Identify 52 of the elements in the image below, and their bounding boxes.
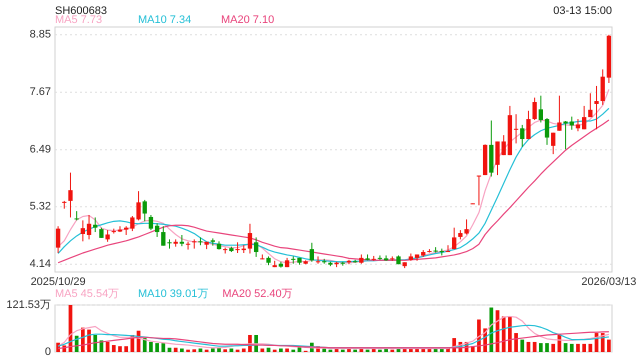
y-tick-label: 121.53万 [6,298,51,311]
bar [526,342,530,352]
text: MA5 7.73 [55,14,102,26]
bar [545,343,549,352]
bar [210,348,215,352]
y-tick-label: 7.67 [30,86,51,98]
y-tick-label: 5.32 [30,200,51,213]
bar [279,348,283,352]
text: MA20 52.40万 [222,288,293,300]
bar [576,344,580,352]
text: MA10 39.01万 [138,288,208,300]
text: 03-13 15:00 [553,5,612,17]
y-tick-label: 8.85 [30,28,51,41]
bar [68,305,72,352]
text: MA10 7.34 [138,14,192,26]
bar [607,340,611,352]
bar [118,346,122,352]
bar [242,348,246,352]
bar [266,348,270,352]
bar [588,344,592,352]
y-tick-label: 0 [44,346,51,358]
bar [538,343,543,352]
bar [532,342,536,352]
text: MA20 7.10 [221,14,274,26]
y-tick-label: 4.14 [30,258,51,270]
chart-title: SH600683 [55,5,107,17]
line-series [57,316,610,350]
bar [124,346,128,352]
x-tick-label: 2026/03/13 [581,276,636,288]
bar [112,345,116,352]
bar [149,342,153,352]
bar [260,348,264,352]
bar [161,343,166,352]
bar [285,348,289,352]
bar [174,348,178,352]
x-tick-label: 2025/10/29 [30,276,86,288]
bar [180,348,184,352]
bar [570,344,574,352]
bar [230,348,234,352]
bar [564,343,568,352]
y-tick-label: 6.49 [30,144,51,156]
bar [155,343,159,352]
bar [514,333,518,352]
bar [198,348,202,352]
bar [520,340,524,352]
bar [582,344,586,352]
line-series [57,331,610,350]
bar [106,342,110,352]
bar [168,348,172,352]
bar [558,334,562,352]
text: MA5 45.54万 [55,288,120,300]
bar [551,344,556,352]
